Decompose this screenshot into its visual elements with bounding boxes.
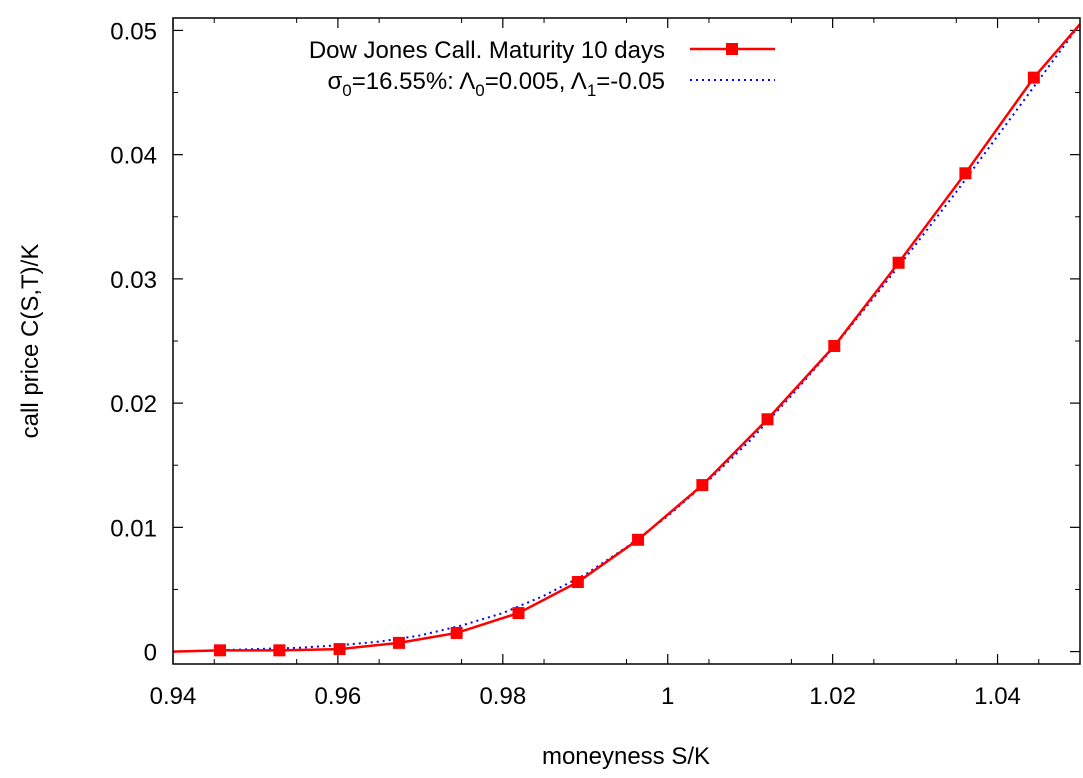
x-tick-label: 0.94 [150,683,197,710]
x-tick-label: 1.02 [809,683,856,710]
data-point [1027,71,1040,84]
data-point [512,607,525,620]
data-point [213,644,226,657]
ticks [172,18,1080,664]
data-point [571,576,584,589]
x-tick-label: 1.04 [974,683,1021,710]
data-point [696,479,709,492]
legend-entry-1-marker [726,43,738,55]
y-tick-label: 0.02 [110,391,157,418]
dow-jones-markers [213,71,1040,657]
series-layer [172,23,1081,657]
data-point [828,339,841,352]
data-point [450,626,463,639]
legend-entry-2-label: σ0=16.55%: Λ0=0.005, Λ1=-0.05 [327,68,665,100]
data-point [632,533,645,546]
x-tick-label: 0.96 [315,683,362,710]
x-tick-label: 0.98 [479,683,526,710]
data-point [761,413,774,426]
y-tick-label: 0.03 [110,267,157,294]
model-series-line [172,23,1081,653]
data-point [892,256,905,269]
legend: Dow Jones Call. Maturity 10 days σ0=16.5… [309,37,775,100]
data-point [392,636,405,649]
y-axis-label: call price C(S,T)/K [17,244,44,439]
legend-entry-1-label: Dow Jones Call. Maturity 10 days [309,37,665,64]
x-axis-label: moneyness S/K [542,743,710,770]
tick-labels: 0.94 0.96 0.98 1 1.02 1.04 0 0.01 0.02 0.03 0.04 0.… [110,18,1021,710]
data-point [959,167,972,180]
data-point [273,644,286,657]
data-point [333,643,346,656]
y-tick-label: 0 [144,640,157,667]
y-tick-label: 0.05 [110,18,157,45]
y-tick-label: 0.01 [110,515,157,542]
dow-jones-series-line [172,23,1081,653]
plot-frame [172,17,1081,665]
x-tick-label: 1 [661,683,674,710]
y-tick-label: 0.04 [110,143,157,170]
